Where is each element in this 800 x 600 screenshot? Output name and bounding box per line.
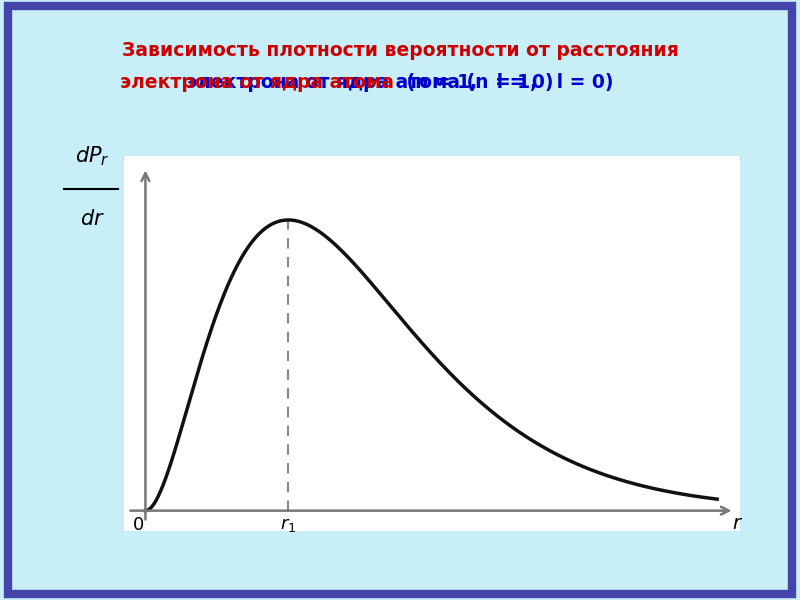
Text: электрона от ядра атома: электрона от ядра атома (119, 73, 400, 92)
Text: $dP_r$: $dP_r$ (74, 144, 110, 168)
Text: Зависимость плотности вероятности от расстояния: Зависимость плотности вероятности от рас… (122, 41, 678, 61)
Text: электрона от ядра атома (n = 1,   l = 0): электрона от ядра атома (n = 1, l = 0) (186, 73, 614, 92)
Text: (n = 1,   l = 0): (n = 1, l = 0) (400, 73, 554, 92)
Text: $dr$: $dr$ (79, 209, 105, 229)
Text: 0: 0 (133, 515, 144, 533)
Text: $r_1$: $r_1$ (280, 515, 297, 533)
Text: $r$: $r$ (732, 514, 742, 533)
